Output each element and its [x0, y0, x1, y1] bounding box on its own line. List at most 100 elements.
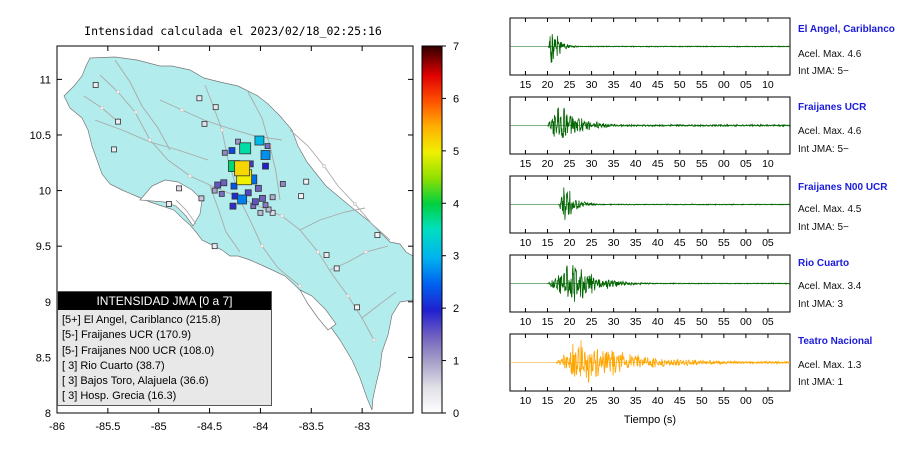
waveform-tick-label: 40: [652, 395, 664, 407]
waveform-tick-label: 35: [630, 237, 642, 249]
station-squares: [92, 82, 381, 311]
map-y-tick-label: 10.5: [30, 130, 51, 142]
map-x-tick-label: -83.5: [299, 421, 324, 433]
waveform-tick-label: 55: [696, 79, 708, 91]
waveform-tick-label: 40: [652, 316, 664, 328]
map-x-tick-label: -84.5: [197, 421, 222, 433]
waveform-tick-label: 25: [586, 237, 598, 249]
station-int-3: Int JMA: 3: [798, 299, 844, 310]
map-frame: [56, 45, 414, 414]
station-marker: [234, 160, 251, 177]
waveform-tick-label: 00: [740, 237, 752, 249]
map-x-tick-label: -86: [49, 421, 65, 433]
station-marker: [259, 194, 266, 202]
legend-item: [5-] Fraijanes UCR (170.9): [62, 329, 191, 342]
waveform-tick-label: 20: [564, 316, 576, 328]
station-marker: [115, 118, 121, 125]
costa-rica-land: [63, 56, 413, 411]
legend-item: [5-] Fraijanes N00 UCR (108.0): [62, 344, 215, 357]
waveform-tick-label: 45: [674, 316, 686, 328]
map-y-axis: 8 8.5 9 9.5 10 10.5 11: [30, 74, 413, 420]
station-accel-0: Acel. Max. 4.6: [798, 49, 862, 60]
time-axis-label: Tiempo (s): [623, 414, 677, 426]
waveform-tick-label: 00: [740, 395, 752, 407]
station-marker: [230, 182, 238, 190]
station-marker: [218, 191, 225, 197]
station-marker: [262, 202, 269, 208]
colorbar-tick-label: 7: [453, 41, 459, 53]
waveform-tick-label: 30: [608, 237, 620, 249]
waveform-tick-label: 10: [520, 237, 532, 249]
waveform-tick-label: 35: [608, 79, 620, 91]
station-accel-4: Acel. Max. 1.3: [798, 360, 862, 371]
station-marker: [251, 198, 259, 206]
waveform-tick-label: 05: [762, 395, 774, 407]
colorbar-ticks: 0 1 2 3 4 5 6 7: [442, 41, 459, 420]
waveform-tick-label: 10: [762, 158, 774, 170]
station-marker: [196, 95, 203, 102]
waveform-tick-label: 50: [696, 395, 708, 407]
waveform-tick-label: 45: [674, 395, 686, 407]
map-x-axis: -86 -85.5 -85 -84.5 -84 -83.5 -83: [49, 46, 370, 433]
station-marker: [176, 185, 182, 192]
waveform-tick-label: 15: [520, 79, 532, 91]
station-marker: [354, 304, 360, 311]
waveform-tick-label: 35: [630, 316, 642, 328]
waveform-tick-label: 00: [740, 316, 752, 328]
station-marker: [165, 201, 172, 207]
station-marker: [244, 189, 252, 197]
map-y-tick-label: 11: [40, 74, 51, 86]
legend-item: [ 3] Rio Cuarto (38.7): [62, 359, 165, 372]
waveform-panel-3: 10 15 20 25 30 35 40 45 50 55 00 05: [509, 254, 791, 328]
station-int-4: Int JMA: 1: [798, 377, 844, 388]
waveform-tick-label: 20: [542, 158, 554, 170]
colorbar-tick-label: 0: [453, 408, 459, 420]
waveform-tick-label: 55: [718, 237, 730, 249]
legend-list: [5+] El Angel, Cariblanco (215.8) [5-] F…: [58, 310, 271, 405]
waveform-trace: [547, 107, 791, 139]
station-marker: [221, 149, 228, 156]
waveform-tick-label: 15: [542, 395, 554, 407]
station-accel-1: Acel. Max. 4.6: [798, 126, 862, 137]
waveform-tick-label: 25: [564, 79, 576, 91]
map-y-tick-label: 8: [45, 408, 51, 420]
waveform-tick-label: 15: [542, 237, 554, 249]
waveform-tick-label: 35: [608, 158, 620, 170]
waveform-tick-label: 10: [762, 79, 774, 91]
waveform-tick-label: 25: [586, 316, 598, 328]
station-marker: [212, 104, 219, 111]
waveform-tick-label: 45: [652, 158, 664, 170]
legend-item: [5+] El Angel, Cariblanco (215.8): [62, 314, 221, 326]
waveform-tick-label: 15: [520, 158, 532, 170]
map-y-tick-label: 9.5: [36, 241, 51, 253]
station-marker: [262, 162, 269, 170]
station-marker: [229, 202, 237, 210]
waveform-tick-label: 45: [652, 79, 664, 91]
waveform-tick-label: 50: [674, 158, 686, 170]
waveform-tick-label: 20: [564, 395, 576, 407]
station-name-4: Teatro Nacional: [798, 336, 873, 347]
station-marker: [264, 143, 271, 149]
legend-item: [ 3] Hosp. Grecia (16.3): [62, 390, 177, 403]
waveform-trace: [558, 187, 791, 220]
colorbar-tick-label: 4: [453, 198, 459, 210]
waveform-tick-label: 40: [630, 158, 642, 170]
waveform-panel-2: 10 15 20 25 30 35 40 45 50 55 00 05: [509, 175, 791, 249]
waveform-tick-label: 30: [608, 395, 620, 407]
intensity-colorbar: [421, 45, 443, 414]
station-name-1: Fraijanes UCR: [798, 102, 867, 113]
map-x-tick-label: -85.5: [95, 421, 120, 433]
waveform-tick-label: 40: [652, 237, 664, 249]
station-int-2: Int JMA: 5−: [798, 222, 849, 233]
map-x-tick-label: -85: [151, 421, 167, 433]
colorbar-tick-label: 1: [453, 356, 459, 368]
station-name-3: Rio Cuarto: [798, 258, 850, 269]
waveform-tick-label: 20: [564, 237, 576, 249]
map-y-tick-label: 10: [39, 186, 51, 198]
station-int-0: Int JMA: 5−: [798, 66, 849, 77]
waveform-trace: [556, 340, 791, 383]
station-marker: [254, 184, 262, 192]
colorbar-tick-label: 6: [453, 93, 459, 105]
map-x-tick-label: -83: [354, 421, 370, 433]
station-marker: [239, 142, 252, 155]
